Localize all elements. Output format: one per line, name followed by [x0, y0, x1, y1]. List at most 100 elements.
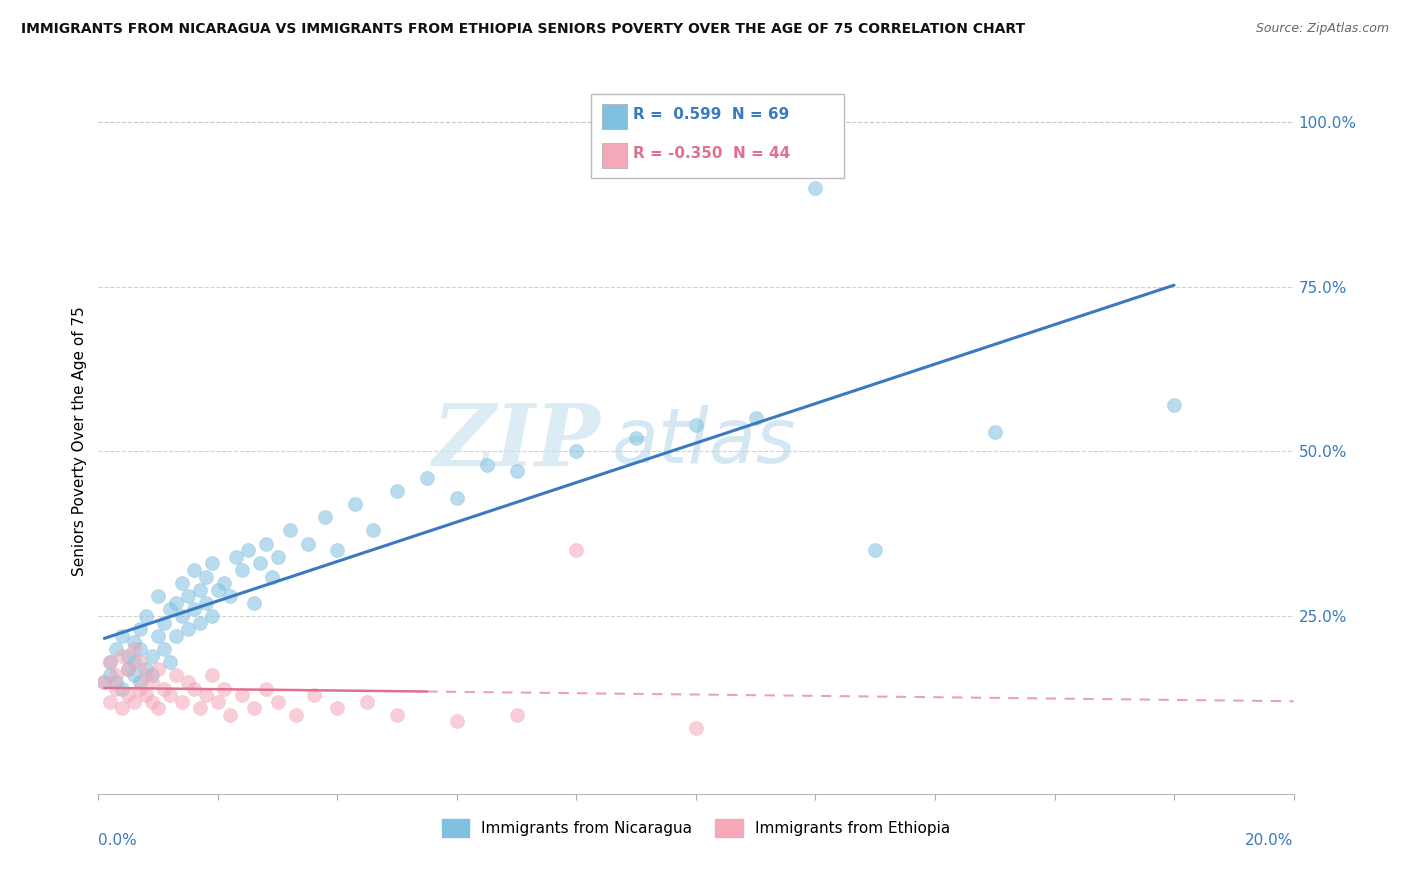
- Point: [219, 707, 242, 722]
- Point: [124, 695, 146, 709]
- Point: [153, 642, 176, 657]
- Point: [195, 596, 218, 610]
- Point: [475, 458, 498, 472]
- Point: [212, 576, 235, 591]
- Point: [225, 549, 247, 564]
- Point: [129, 674, 152, 689]
- Point: [111, 648, 134, 663]
- Point: [117, 688, 139, 702]
- Point: [105, 674, 128, 689]
- Point: [326, 543, 349, 558]
- Point: [124, 635, 146, 649]
- Point: [249, 557, 271, 571]
- Point: [129, 655, 152, 669]
- Point: [98, 655, 122, 669]
- Point: [195, 688, 218, 702]
- Point: [105, 681, 128, 696]
- Point: [159, 602, 181, 616]
- Point: [165, 668, 187, 682]
- Point: [93, 674, 115, 689]
- Point: [212, 681, 235, 696]
- Point: [105, 642, 128, 657]
- Point: [117, 662, 139, 676]
- Point: [124, 655, 146, 669]
- Point: [195, 569, 218, 583]
- Point: [98, 668, 122, 682]
- Point: [141, 695, 163, 709]
- Point: [416, 471, 439, 485]
- Point: [302, 688, 325, 702]
- Point: [165, 629, 187, 643]
- Point: [148, 590, 170, 604]
- Point: [159, 655, 181, 669]
- Point: [315, 510, 337, 524]
- Point: [135, 662, 157, 676]
- Point: [105, 668, 128, 682]
- Text: 0.0%: 0.0%: [98, 832, 138, 847]
- Point: [385, 707, 409, 722]
- Point: [172, 609, 194, 624]
- Point: [111, 701, 134, 715]
- Point: [172, 695, 194, 709]
- Point: [177, 622, 200, 636]
- Point: [111, 629, 134, 643]
- Point: [506, 707, 529, 722]
- Point: [865, 543, 887, 558]
- Point: [172, 576, 194, 591]
- Point: [124, 642, 146, 657]
- Y-axis label: Seniors Poverty Over the Age of 75: Seniors Poverty Over the Age of 75: [72, 307, 87, 576]
- Point: [111, 681, 134, 696]
- Point: [183, 681, 205, 696]
- Text: ZIP: ZIP: [433, 400, 600, 483]
- Point: [129, 681, 152, 696]
- Point: [506, 464, 529, 478]
- Point: [124, 668, 146, 682]
- Point: [141, 668, 163, 682]
- Point: [565, 444, 588, 458]
- Point: [236, 543, 259, 558]
- Point: [446, 714, 468, 729]
- Point: [1163, 398, 1185, 412]
- Point: [141, 674, 163, 689]
- Point: [177, 590, 200, 604]
- Point: [141, 648, 163, 663]
- Point: [148, 662, 170, 676]
- Point: [93, 674, 115, 689]
- Point: [326, 701, 349, 715]
- Point: [207, 582, 229, 597]
- Point: [135, 688, 157, 702]
- Text: R =  0.599  N = 69: R = 0.599 N = 69: [633, 107, 789, 121]
- Point: [98, 655, 122, 669]
- Point: [284, 707, 307, 722]
- Text: IMMIGRANTS FROM NICARAGUA VS IMMIGRANTS FROM ETHIOPIA SENIORS POVERTY OVER THE A: IMMIGRANTS FROM NICARAGUA VS IMMIGRANTS …: [21, 22, 1025, 37]
- Point: [260, 569, 283, 583]
- Point: [685, 721, 707, 735]
- Point: [135, 609, 157, 624]
- Point: [207, 695, 229, 709]
- Text: atlas: atlas: [613, 405, 797, 478]
- Legend: Immigrants from Nicaragua, Immigrants from Ethiopia: Immigrants from Nicaragua, Immigrants fr…: [436, 813, 956, 843]
- Point: [446, 491, 468, 505]
- Point: [148, 629, 170, 643]
- Point: [129, 622, 152, 636]
- Point: [254, 681, 277, 696]
- Point: [188, 701, 211, 715]
- Point: [231, 563, 253, 577]
- Point: [219, 590, 242, 604]
- Point: [129, 642, 152, 657]
- Point: [267, 695, 290, 709]
- Point: [188, 582, 211, 597]
- Point: [385, 483, 409, 498]
- Point: [685, 418, 707, 433]
- Text: R = -0.350  N = 44: R = -0.350 N = 44: [633, 146, 790, 161]
- Point: [117, 648, 139, 663]
- Point: [745, 411, 768, 425]
- Point: [363, 524, 385, 538]
- Point: [243, 596, 266, 610]
- Point: [148, 701, 170, 715]
- Point: [804, 181, 827, 195]
- Point: [243, 701, 266, 715]
- Point: [183, 563, 205, 577]
- Text: 20.0%: 20.0%: [1246, 832, 1294, 847]
- Point: [297, 536, 319, 550]
